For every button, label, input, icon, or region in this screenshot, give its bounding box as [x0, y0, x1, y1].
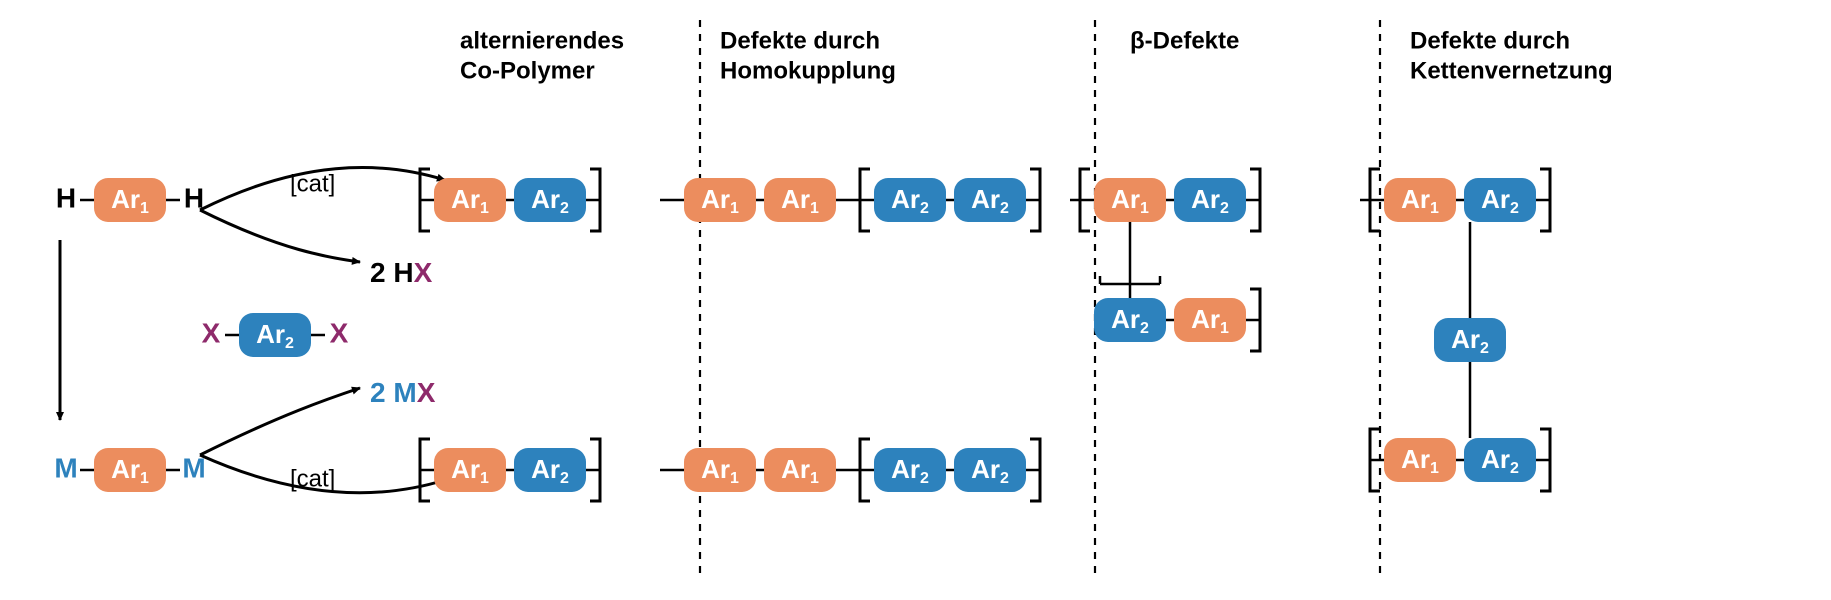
- ar2-unit: Ar2: [239, 313, 311, 357]
- polymer-segment: Ar2Ar2: [860, 169, 1040, 231]
- ar2-unit: Ar2: [1174, 178, 1246, 222]
- ar2-unit: Ar2: [1464, 178, 1536, 222]
- byproduct-label: 2 HX: [370, 257, 433, 288]
- ar2-unit: Ar2: [954, 178, 1026, 222]
- polymer-segment: Ar1Ar2: [1360, 169, 1550, 231]
- monomer: MAr1M: [54, 448, 205, 492]
- ar2-unit: Ar2: [874, 178, 946, 222]
- monomer: HAr1H: [56, 178, 204, 222]
- polymer-segment: Ar1Ar2: [1370, 429, 1550, 491]
- section-header: Defekte durch: [720, 27, 880, 54]
- polymer-segment: Ar1Ar2: [420, 439, 600, 501]
- ar1-unit: Ar1: [1384, 178, 1456, 222]
- ar1-unit: Ar1: [94, 448, 166, 492]
- substituent: X: [330, 317, 349, 348]
- ar2-unit: Ar2: [954, 448, 1026, 492]
- ar2-unit: Ar2: [1464, 438, 1536, 482]
- section-header: Co-Polymer: [460, 57, 595, 84]
- monomer: X Ar2 X: [202, 313, 349, 357]
- ar2-unit: Ar2: [1434, 318, 1506, 362]
- polymer-segment: Ar1Ar2: [1070, 169, 1260, 231]
- polymer-segment: Ar1Ar2: [420, 169, 600, 231]
- reaction-arrow: [200, 210, 360, 262]
- ar2-unit: Ar2: [1094, 298, 1166, 342]
- polymer-segment: Ar2Ar1: [1094, 289, 1260, 351]
- ar2-unit: Ar2: [514, 178, 586, 222]
- section-header: Homokupplung: [720, 57, 896, 84]
- ar1-unit: Ar1: [434, 178, 506, 222]
- ar1-unit: Ar1: [1174, 298, 1246, 342]
- ar1-unit: Ar1: [94, 178, 166, 222]
- ar2-unit: Ar2: [874, 448, 946, 492]
- ar1-unit: Ar1: [764, 178, 836, 222]
- substituent: H: [56, 182, 76, 213]
- polymer-single: Ar2: [1434, 318, 1506, 362]
- ar1-unit: Ar1: [1384, 438, 1456, 482]
- ar2-unit: Ar2: [514, 448, 586, 492]
- ar1-unit: Ar1: [684, 448, 756, 492]
- section-header: Kettenvernetzung: [1410, 57, 1613, 84]
- substituent: X: [202, 317, 221, 348]
- section-header: Defekte durch: [1410, 27, 1570, 54]
- section-header: alternierendes: [460, 27, 624, 54]
- ar1-unit: Ar1: [764, 448, 836, 492]
- ar1-unit: Ar1: [434, 448, 506, 492]
- reaction-arrow: [200, 388, 360, 455]
- ar1-unit: Ar1: [684, 178, 756, 222]
- polymer-segment: Ar1Ar1: [660, 178, 836, 222]
- section-header: β-Defekte: [1130, 27, 1239, 54]
- substituent: M: [54, 452, 77, 483]
- polymer-segment: Ar2Ar2: [860, 439, 1040, 501]
- ar1-unit: Ar1: [1094, 178, 1166, 222]
- byproduct-label: 2 MX: [370, 377, 436, 408]
- polymer-segment: Ar1Ar1: [660, 448, 836, 492]
